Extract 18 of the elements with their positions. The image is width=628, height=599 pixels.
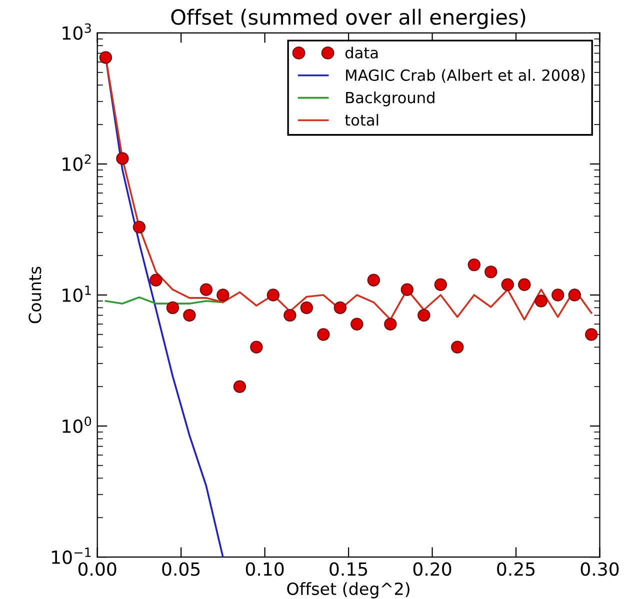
legend-label: Background: [346, 92, 434, 106]
legend-label: total: [345, 114, 378, 126]
x-tick-label: 0.05: [162, 562, 200, 576]
x-tick-label: 0.15: [330, 562, 368, 576]
x-tick-label: 0.25: [497, 562, 535, 576]
legend-label: MAGIC Crab (Albert et al. 2008): [346, 69, 585, 83]
y-tick-label: 10$^{3}$: [62, 23, 91, 40]
x-tick-label: 0.00: [78, 562, 116, 576]
y-axis-title: Counts: [28, 266, 42, 324]
x-tick-label: 0.10: [246, 562, 284, 576]
chart-title: Offset (summed over all energies): [171, 8, 526, 29]
legend-label: data: [345, 46, 378, 59]
x-tick-label: 0.20: [413, 562, 452, 576]
x-tick-label: 0.30: [580, 562, 619, 576]
y-tick-label: 10$^{2}$: [62, 154, 91, 171]
y-tick-label: 10$^{1}$: [62, 286, 91, 302]
x-axis-title: Offset (deg^2): [287, 582, 410, 598]
y-tick-label: 10$^{0}$: [62, 416, 92, 434]
